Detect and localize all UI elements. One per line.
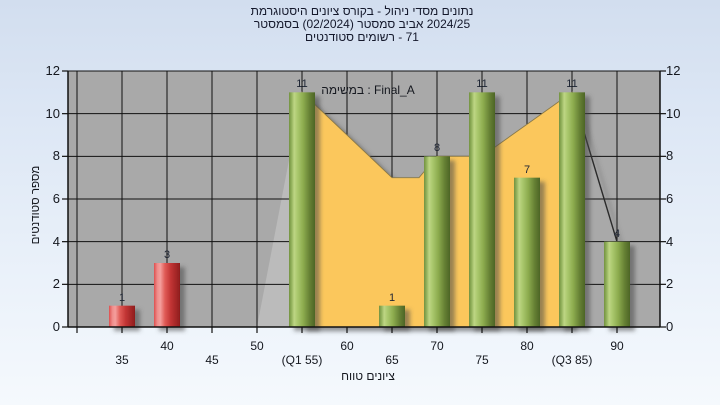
bar-35 [109,305,135,327]
bar-90 [604,241,630,327]
bar-70 [424,156,450,327]
bar-65 [379,305,405,327]
bar-40 [154,263,180,327]
chart-title-line-2: ‎בסמסטר‎ ‎(02/2024)‎ ‎סמסטר‎ ‎אביב‎ ‎202… [253,17,471,31]
y-axis-tick-label-right: 4 [666,233,674,249]
y-axis-tick-label-right: 8 [666,148,674,164]
bar-value-label: 1 [118,291,126,304]
bar-value-label: 1 [388,291,396,304]
y-axis-tick-label-right: 10 [666,105,681,121]
x-axis-tick-label: 65 [385,353,399,367]
bar-55 [289,92,315,327]
bar-85 [559,92,585,327]
legend-label: ‎במשימה‎ ‎:‎ ‎Final_A‎ [321,83,415,97]
y-axis-tick-label-left: 8 [52,148,60,164]
x-axis-tick-label: 60 [340,339,354,353]
y-axis-tick-label-left: 12 [45,63,60,78]
chart-title: ‎היסטוגרמת‎ ‎ציונים‎ ‎בקורס‎ ‎-‎ ‎ניהול‎… [20,5,704,44]
bar-value-label: 11 [296,78,308,91]
x-axis-tick-label: 40 [160,339,174,353]
x-axis-tick-label: 75 [475,353,489,367]
y-axis-tick-label-left: 10 [45,105,60,121]
bar-75 [469,92,495,327]
y-axis-tick-label-left: 6 [52,191,60,206]
y-axis-tick-label-right: 0 [666,319,674,334]
bar-value-label: 8 [433,142,441,155]
chart-title-line-3: ‎סטודנטים‎ ‎רשומים‎ ‎-‎ ‎71‎ [305,30,419,44]
bar-80 [514,177,540,327]
y-axis-title: מספר סטודנטים [30,165,42,245]
x-axis-tick-label: (Q1 55) [281,353,323,367]
bar-value-label: 11 [566,78,578,91]
bar-value-label: 7 [523,163,531,176]
y-axis-tick-label-right: 6 [666,191,674,206]
x-axis-title: ‎טווח‎ ‎ציונים‎ [341,369,395,383]
x-axis-tick-label: 70 [430,339,444,353]
x-axis-tick-label: 35 [115,353,129,367]
x-axis-tick-label: 90 [610,339,624,353]
y-axis-tick-label-right: 2 [666,276,674,292]
x-axis-tick-label: 80 [520,339,534,353]
x-axis-tick-label: (Q3 85) [551,353,593,367]
bar-value-label: 4 [613,227,621,240]
y-axis-tick-label-left: 4 [52,233,60,249]
bar-value-label: 3 [163,249,171,261]
chart-title-line-1: ‎היסטוגרמת‎ ‎ציונים‎ ‎בקורס‎ ‎-‎ ‎ניהול‎… [250,4,474,18]
x-axis-tick-label: 45 [205,353,219,367]
y-axis-tick-label-left: 2 [52,276,60,292]
y-axis-tick-label-left: 0 [52,319,60,334]
x-axis-tick-label: 50 [250,339,264,353]
y-axis-tick-label-right: 12 [666,63,681,78]
bar-value-label: 11 [476,78,488,91]
